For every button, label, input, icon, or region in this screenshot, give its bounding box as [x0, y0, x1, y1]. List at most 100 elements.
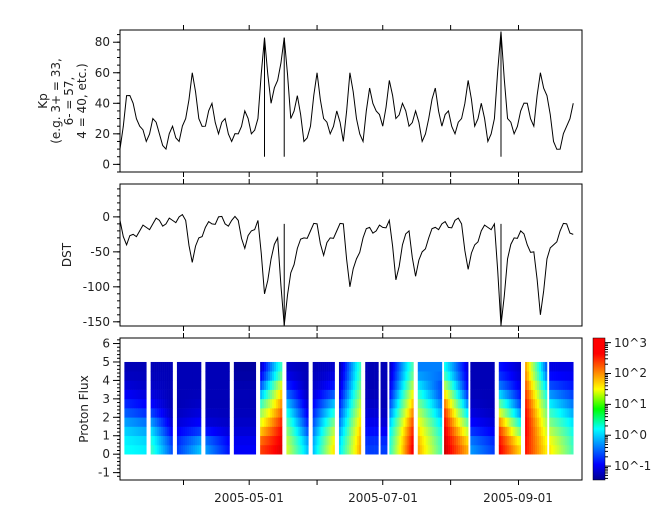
heatmap-cell: [367, 398, 370, 409]
heatmap-cell: [182, 361, 186, 372]
heatmap-cell: [132, 435, 135, 446]
heatmap-cell: [320, 417, 323, 427]
heatmap-cell: [395, 371, 398, 381]
heatmap-cell: [561, 417, 564, 427]
heatmap-cell: [176, 380, 180, 390]
heatmap-cell: [518, 426, 521, 437]
heatmap-cell: [567, 417, 570, 427]
heatmap-cell: [435, 417, 439, 427]
heatmap-cell: [569, 426, 572, 437]
heatmap-cell: [142, 371, 145, 381]
heatmap-cell: [571, 380, 574, 390]
heatmap-cell: [439, 426, 443, 437]
heatmap-cell: [227, 408, 230, 418]
heatmap-cell: [225, 417, 228, 427]
heatmap-cell: [253, 371, 257, 381]
heatmap-cell: [358, 408, 362, 418]
heatmap-cell: [454, 389, 457, 400]
heatmap-cell: [346, 408, 350, 418]
heatmap-cell: [551, 417, 554, 427]
heatmap-cell: [382, 398, 386, 409]
panel-frame-2: [119, 337, 583, 481]
heatmap-cell: [211, 444, 214, 455]
heatmap-cell: [553, 435, 556, 446]
heatmap-cell: [380, 398, 384, 409]
heatmap-cell: [126, 435, 129, 446]
heatmap-cell: [318, 361, 321, 372]
heatmap-cell: [492, 361, 495, 372]
heatmap-cell: [166, 371, 169, 381]
heatmap-cell: [328, 444, 331, 455]
heatmap-cell: [367, 371, 370, 381]
heatmap-cell: [470, 398, 473, 409]
heatmap-cell: [262, 408, 265, 418]
heatmap-cell: [482, 435, 485, 446]
heatmap-cell: [427, 361, 431, 372]
heatmap-cell: [324, 444, 327, 455]
heatmap-cell: [478, 389, 481, 400]
heatmap-cell: [409, 371, 412, 381]
heatmap-cell: [356, 435, 360, 446]
heatmap-cell: [429, 389, 433, 400]
heatmap-cell: [397, 389, 400, 400]
heatmap-cell: [372, 426, 375, 437]
heatmap-cell: [354, 408, 358, 418]
heatmap-cell: [391, 380, 394, 390]
heatmap-cell: [539, 380, 542, 390]
heatmap-cell: [466, 398, 469, 409]
heatmap-cell: [466, 380, 469, 390]
heatmap-cell: [245, 408, 249, 418]
heatmap-cell: [425, 444, 429, 455]
heatmap-cell: [160, 408, 163, 418]
heatmap-cell: [533, 371, 536, 381]
heatmap-cell: [429, 380, 433, 390]
heatmap-cell: [138, 426, 141, 437]
heatmap-cell: [508, 435, 512, 446]
heatmap-cell: [268, 435, 271, 446]
heatmap-cell: [486, 389, 489, 400]
heatmap-cell: [162, 426, 165, 437]
heatmap-cell: [365, 417, 368, 427]
heatmap-cell: [435, 389, 439, 400]
heatmap-cell: [217, 398, 220, 409]
heatmap-cell: [300, 435, 303, 446]
heatmap-cell: [368, 398, 372, 409]
heatmap-cell: [480, 417, 483, 427]
heatmap-cell: [344, 371, 348, 381]
heatmap-cell: [276, 361, 279, 372]
heatmap-cell: [474, 417, 477, 427]
heatmap-cell: [506, 361, 510, 372]
heatmap-cell: [350, 389, 354, 400]
heatmap-cell: [431, 435, 435, 446]
proton-flux-ylabel: Proton Flux: [77, 375, 91, 442]
heatmap-cell: [130, 371, 133, 381]
heatmap-cell: [180, 426, 184, 437]
heatmap-cell: [207, 389, 210, 400]
heatmap-cell: [389, 380, 392, 390]
heatmap-cell: [266, 417, 269, 427]
heatmap-cell: [423, 361, 427, 372]
heatmap-cell: [490, 444, 493, 455]
heatmap-cell: [290, 435, 293, 446]
heatmap-cell: [245, 426, 249, 437]
heatmap-cell: [448, 398, 451, 409]
heatmap-cell: [380, 444, 384, 455]
heatmap-cell: [433, 371, 437, 381]
heatmap-cell: [294, 371, 297, 381]
heatmap-cell: [209, 389, 212, 400]
heatmap-cell: [482, 408, 485, 418]
heatmap-cell: [553, 389, 556, 400]
heatmap-cell: [525, 380, 528, 390]
heatmap-cell: [376, 389, 379, 400]
heatmap-cell: [518, 389, 521, 400]
heatmap-cell: [270, 426, 273, 437]
heatmap-cell: [344, 435, 348, 446]
heatmap-cell: [209, 435, 212, 446]
heatmap-cell: [342, 380, 346, 390]
heatmap-cell: [454, 398, 457, 409]
heatmap-cell: [472, 435, 475, 446]
heatmap-cell: [156, 371, 159, 381]
heatmap-cell: [197, 444, 200, 455]
heatmap-cell: [152, 361, 155, 372]
heatmap-cell: [138, 408, 141, 418]
